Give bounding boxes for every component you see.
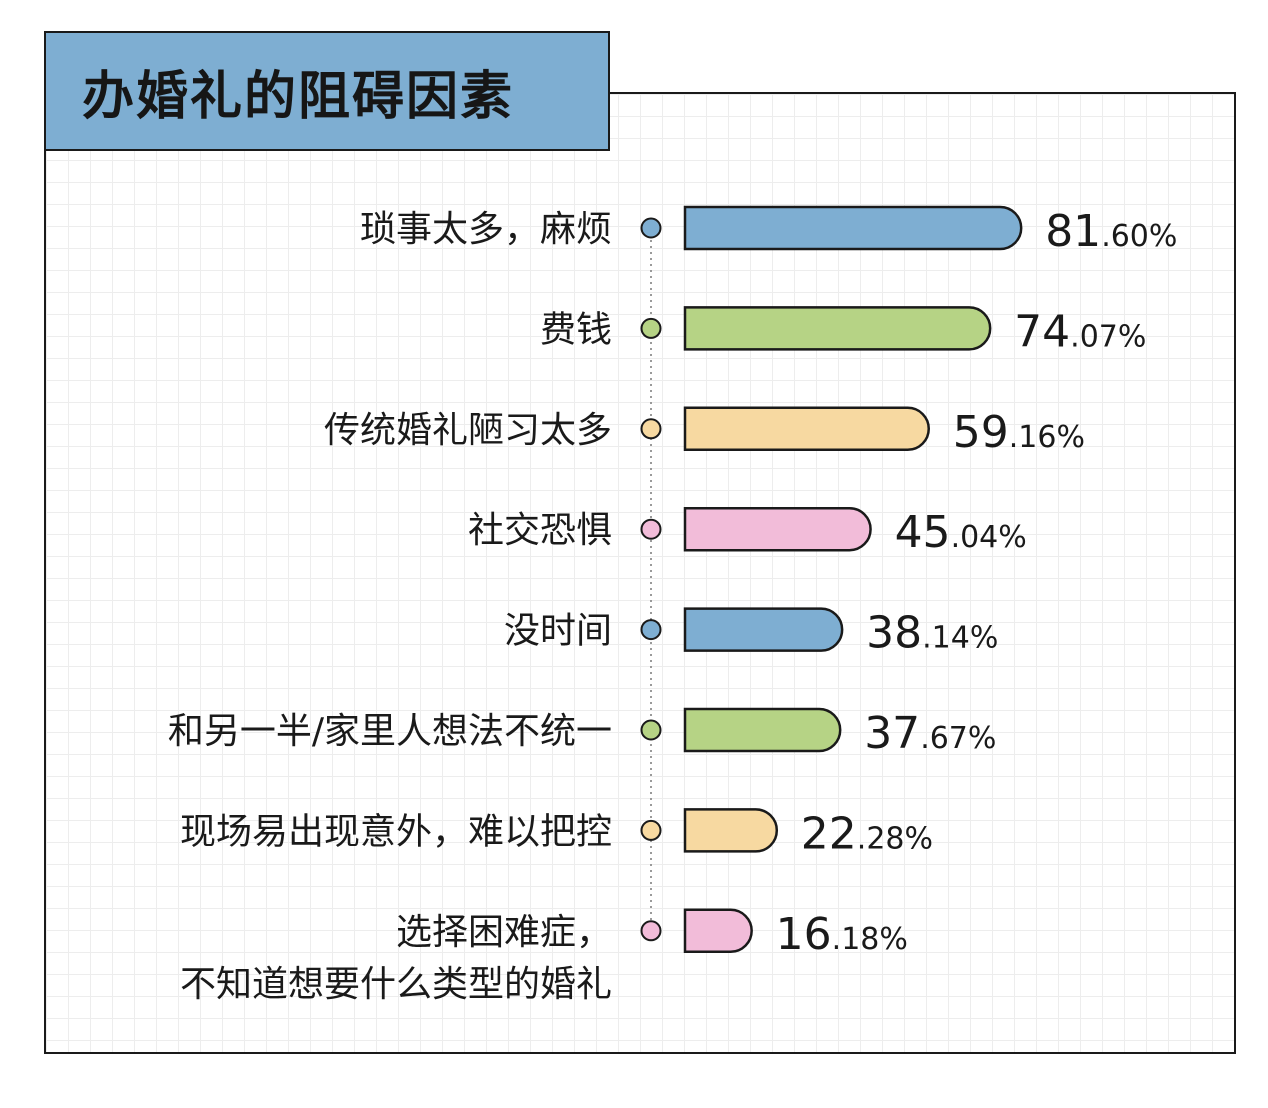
value-label: 22.28% [801, 808, 933, 859]
bar [683, 506, 872, 552]
category-label: 传统婚礼陋习太多 [324, 410, 612, 451]
bar [683, 406, 930, 452]
marker-dot [640, 619, 662, 641]
category-label: 没时间 [504, 611, 612, 652]
value-label: 37.67% [864, 708, 996, 759]
bar [683, 808, 779, 853]
value-label: 38.14% [866, 608, 998, 659]
chart-frame [44, 92, 1236, 1054]
category-label: 和另一半/家里人想法不统一 [168, 711, 612, 752]
marker-dot [640, 317, 662, 339]
marker-dot [640, 518, 662, 540]
category-label: 选择困难症，不知道想要什么类型的婚礼 [180, 912, 612, 1005]
category-label: 费钱 [540, 309, 612, 350]
title-box: 办婚礼的阻碍因素 [44, 31, 610, 151]
bar [683, 908, 753, 954]
marker-dot [640, 719, 662, 741]
bar [683, 607, 844, 652]
value-label: 81.60% [1045, 206, 1177, 257]
value-label: 59.16% [953, 407, 1085, 458]
bar [683, 306, 992, 351]
value-label: 74.07% [1014, 306, 1146, 357]
bar [683, 205, 1023, 251]
value-label: 45.04% [895, 507, 1027, 558]
marker-dot [640, 920, 662, 942]
marker-dot [640, 217, 662, 239]
marker-dot [640, 418, 662, 440]
category-label: 琐事太多，麻烦 [360, 209, 612, 250]
marker-dot [640, 819, 662, 841]
chart-title: 办婚礼的阻碍因素 [82, 66, 515, 127]
category-label: 现场易出现意外，难以把控 [180, 811, 612, 852]
bar [683, 707, 842, 753]
category-label: 社交恐惧 [468, 510, 612, 551]
value-label: 16.18% [776, 909, 908, 960]
